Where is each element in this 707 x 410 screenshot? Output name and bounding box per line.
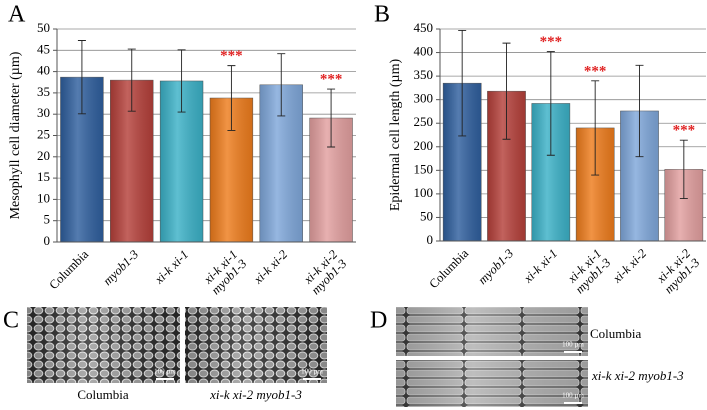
micrograph-caption: Columbia [77,387,129,402]
significance-label: *** [540,34,563,50]
significance-label: *** [220,48,243,64]
micrograph-shade [27,307,180,383]
y-tick-label: 35 [37,84,50,99]
y-tick-label: 45 [37,41,50,56]
panel-label: A [8,2,26,28]
error-bar [502,42,511,140]
error-bar [679,139,688,200]
y-tick-label: 200 [414,138,434,153]
scale-bar-label: 100 µm [154,368,176,376]
error-bar [277,53,286,117]
y-tick-label: 50 [37,20,50,35]
significance-label: *** [584,63,607,79]
panel-label: C [3,308,19,334]
y-tick-label: 100 [414,185,434,200]
y-tick-label: 15 [37,169,50,184]
y-tick-label: 50 [420,208,433,223]
y-tick-label: 40 [37,63,50,78]
y-tick-label: 450 [414,20,434,35]
y-tick-label: 20 [37,148,50,163]
scale-bar-label: 100 µm [301,368,323,376]
y-tick-label: 0 [44,233,51,248]
micrograph-caption: Columbia [590,326,642,341]
micrograph-caption: xi-k xi-2 myob1-3 [209,387,302,402]
y-tick-label: 30 [37,105,50,120]
y-tick-label: 400 [414,44,434,59]
error-bar [635,64,644,158]
panel-label: B [374,2,390,28]
y-tick-label: 10 [37,190,50,205]
error-bar [177,49,186,113]
micrograph-caption: xi-k xi-2 myob1-3 [591,368,684,383]
error-bar [591,80,600,176]
y-axis-title: Mesophyll cell diameter (µm) [8,51,23,219]
y-tick-label: 5 [44,212,51,227]
y-axis-title: Epidermal cell length (µm) [388,59,403,212]
y-tick-label: 0 [427,232,434,247]
micrograph-shade [185,307,327,383]
panel-label: D [370,308,387,334]
error-bar [458,29,467,137]
scale-bar-label: 100 µm [562,392,584,400]
error-bar [227,65,236,131]
y-tick-label: 250 [414,114,434,129]
micrograph-shade [396,307,588,356]
scale-bar-label: 100 µm [562,341,584,349]
error-bar [77,40,86,115]
y-tick-label: 25 [37,126,50,141]
y-tick-label: 150 [414,161,434,176]
error-bar [327,88,336,148]
significance-label: *** [673,123,696,139]
error-bar [546,51,555,156]
significance-label: *** [320,72,343,88]
y-tick-label: 300 [414,91,434,106]
micrograph-shade [396,360,588,407]
y-tick-label: 350 [414,67,434,82]
error-bar [127,48,136,112]
